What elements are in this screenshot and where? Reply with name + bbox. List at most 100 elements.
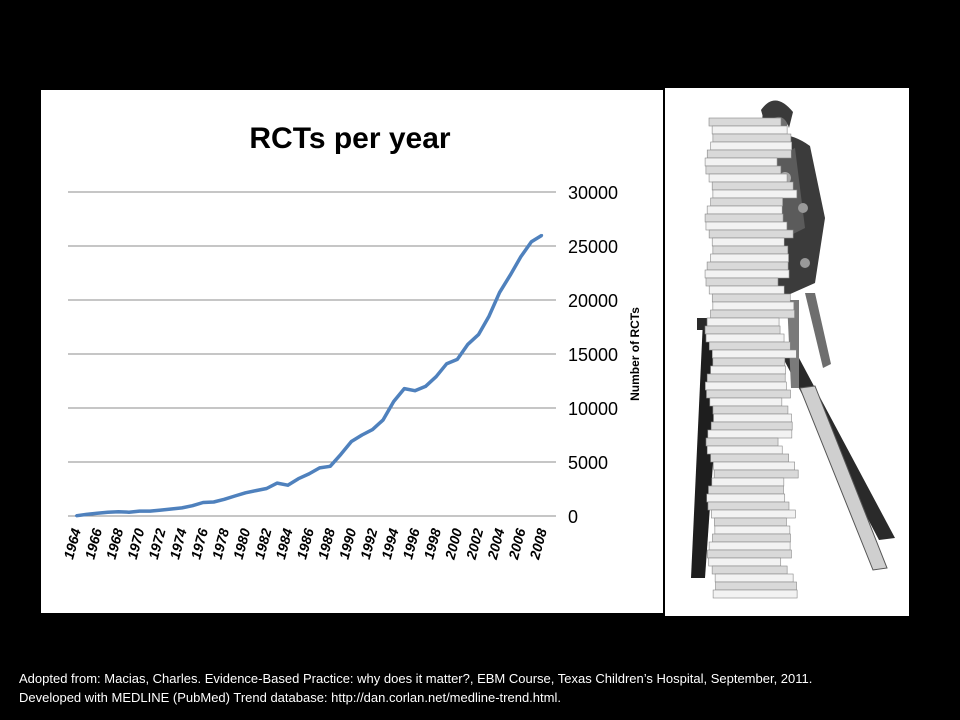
data-point [413, 389, 417, 392]
x-tick-label: 2004 [484, 526, 508, 561]
y-tick-label: 15000 [568, 345, 618, 365]
paper-sheet [711, 349, 797, 359]
photo-panel [665, 88, 909, 616]
data-point [148, 509, 152, 513]
data-point [138, 509, 141, 513]
paper-sheet [710, 453, 789, 463]
y-tick-label: 30000 [568, 183, 618, 203]
paper-sheet [706, 261, 789, 271]
paper-sheet [711, 125, 788, 135]
paper-sheet [712, 589, 798, 599]
paper-sheet [713, 461, 795, 471]
paper-sheet [712, 189, 798, 199]
data-point [371, 428, 374, 431]
paper-sheet [708, 173, 788, 183]
data-point [191, 504, 194, 507]
chart-panel: RCTs per year 0 5000 10000 15000 20000 25000 3… [41, 90, 663, 613]
x-tick-label: 1992 [357, 526, 381, 560]
y-tick-label: 5000 [568, 453, 608, 473]
x-tick-label: 2008 [526, 526, 550, 561]
paper-sheet [706, 493, 786, 503]
paper-sheet [704, 213, 784, 223]
paper-sheet [708, 557, 782, 567]
paper-sheet [713, 413, 792, 423]
data-point [201, 501, 205, 504]
data-point [540, 234, 544, 237]
series-layer [74, 233, 544, 518]
x-tick-label: 1978 [209, 526, 233, 560]
paper-sheet [704, 157, 778, 167]
data-point [180, 506, 184, 510]
paper-sheet [714, 573, 794, 583]
x-tick-label: 1966 [82, 526, 106, 560]
x-tick-label: 1996 [399, 526, 423, 560]
data-point [297, 477, 300, 480]
paper-sheet [706, 445, 783, 455]
data-point [466, 343, 470, 346]
paper-sheet [704, 325, 781, 335]
y-axis-tick-labels: 0 5000 10000 15000 20000 25000 30000 [568, 183, 618, 527]
paper-sheet [705, 381, 787, 391]
paper-sheet [710, 365, 786, 375]
paper-sheet [712, 533, 791, 543]
paper-sheet [710, 253, 789, 263]
source-caption: Adopted from: Macias, Charles. Evidence-… [19, 669, 949, 707]
data-point [530, 240, 533, 243]
paper-sheet [706, 389, 791, 399]
data-point [392, 400, 395, 403]
gridlines [68, 191, 556, 517]
paper-sheet [714, 525, 791, 535]
paper-sheet [708, 341, 791, 351]
data-point [456, 358, 459, 361]
data-point [159, 508, 162, 512]
x-tick-label: 2000 [441, 526, 465, 561]
paper-sheet [711, 181, 794, 191]
data-point [265, 487, 268, 490]
x-tick-label: 1990 [336, 526, 360, 560]
paper-sheet [711, 509, 796, 519]
data-point [117, 510, 120, 513]
data-point [445, 362, 448, 365]
data-point [424, 385, 427, 388]
x-tick-label: 1998 [420, 526, 444, 560]
x-tick-label: 1964 [60, 526, 84, 560]
paper-sheet [711, 565, 788, 575]
x-tick-label: 1984 [272, 526, 296, 560]
data-point [170, 507, 173, 511]
data-point [307, 472, 311, 476]
paper-sheet [708, 541, 791, 551]
data-point [350, 440, 353, 443]
caption-line-1: Adopted from: Macias, Charles. Evidence-… [19, 671, 813, 686]
data-point [244, 491, 247, 494]
x-tick-label: 1994 [378, 526, 402, 560]
x-tick-label: 1980 [230, 526, 254, 560]
paper-sheet [712, 405, 789, 415]
paper-sheet [709, 397, 783, 407]
paper-sheet [712, 133, 792, 143]
y-axis-label: Number of RCTs [628, 307, 642, 401]
paper-sheet [714, 517, 787, 527]
paper-sheet [711, 477, 785, 487]
x-tick-label: 1988 [315, 526, 339, 560]
paper-sheet [707, 549, 792, 559]
paper-sheet [712, 245, 789, 255]
data-point [74, 514, 78, 517]
data-point [85, 513, 88, 516]
data-point [360, 433, 364, 437]
x-axis-tick-labels: 1964196619681970197219741976197819801982… [60, 526, 550, 561]
x-tick-label: 1986 [293, 526, 317, 560]
data-point [127, 511, 131, 514]
paper-sheet [708, 117, 782, 127]
caption-line-2: Developed with MEDLINE (PubMed) Trend da… [19, 690, 561, 705]
paper-sheet [706, 205, 783, 215]
data-point [276, 481, 279, 485]
data-point [286, 484, 290, 487]
paper-sheet [710, 141, 793, 151]
paper-sheet [704, 269, 790, 279]
y-tick-label: 20000 [568, 291, 618, 311]
data-point [233, 494, 237, 498]
paper-sheet [708, 285, 785, 295]
data-point [487, 315, 491, 318]
paper-sheet [712, 357, 786, 367]
y-tick-label: 25000 [568, 237, 618, 257]
